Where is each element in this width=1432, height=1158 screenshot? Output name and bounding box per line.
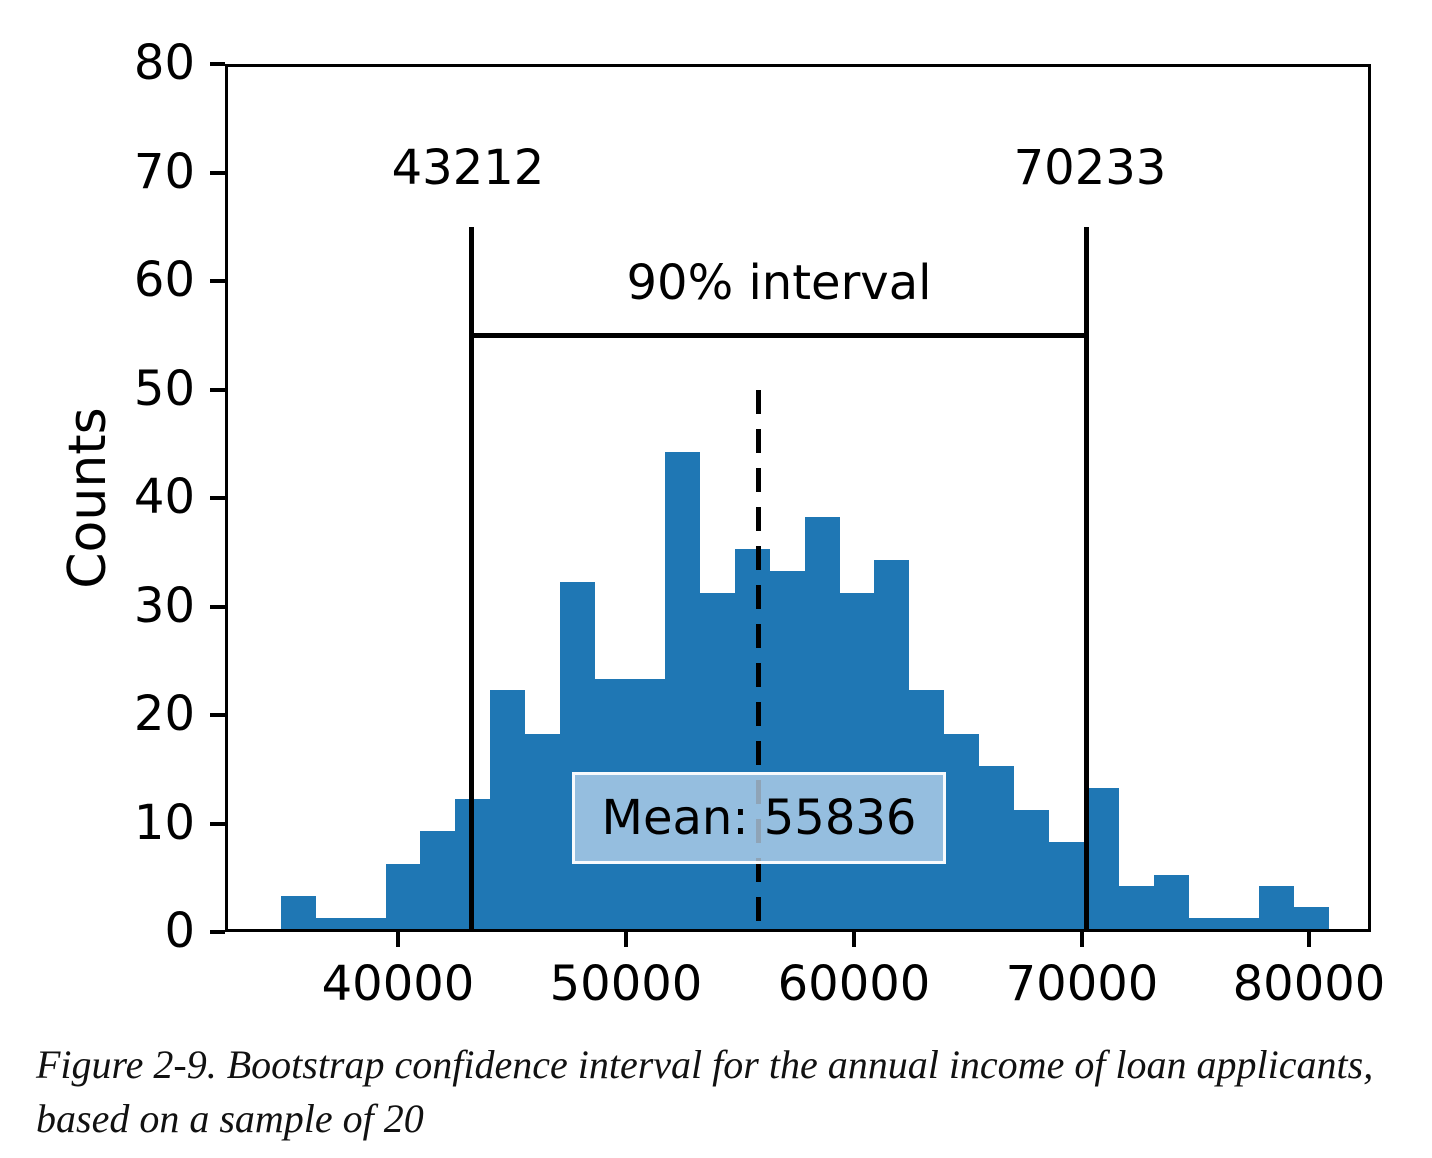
histogram-bar bbox=[1084, 788, 1119, 929]
y-tick-label: 20 bbox=[133, 686, 195, 742]
y-tick-mark bbox=[210, 822, 225, 826]
y-tick-label: 80 bbox=[133, 35, 195, 91]
histogram-bar bbox=[874, 560, 909, 929]
histogram-bar bbox=[490, 690, 525, 929]
mean-annotation-box: Mean: 55836 bbox=[572, 772, 946, 864]
histogram-bar bbox=[944, 734, 979, 929]
histogram-bar bbox=[455, 799, 490, 929]
x-tick-label: 70000 bbox=[1005, 956, 1159, 1012]
y-tick-label: 40 bbox=[133, 469, 195, 525]
histogram-bar bbox=[351, 918, 386, 929]
x-tick-label: 50000 bbox=[549, 956, 703, 1012]
x-tick-mark bbox=[396, 932, 400, 947]
x-tick-label: 80000 bbox=[1232, 956, 1386, 1012]
histogram-bar bbox=[735, 549, 770, 929]
histogram-bar bbox=[1189, 918, 1224, 929]
caption-line-2: based on a sample of 20 bbox=[36, 1096, 424, 1141]
y-tick-label: 70 bbox=[133, 144, 195, 200]
histogram-bar bbox=[770, 571, 805, 929]
ci-upper-value-label: 70233 bbox=[1013, 140, 1167, 196]
figure-caption: Figure 2-9. Bootstrap confidence interva… bbox=[36, 1038, 1416, 1146]
y-tick-mark bbox=[210, 171, 225, 175]
histogram-bar bbox=[1049, 842, 1084, 929]
histogram-bar bbox=[700, 593, 735, 929]
histogram-bar bbox=[1224, 918, 1259, 929]
x-tick-label: 40000 bbox=[321, 956, 475, 1012]
histogram-bar bbox=[1294, 907, 1329, 929]
histogram-bar bbox=[840, 593, 874, 929]
caption-line-1: Figure 2-9. Bootstrap confidence interva… bbox=[36, 1042, 1374, 1087]
histogram-bar bbox=[420, 831, 455, 929]
histogram-bar bbox=[525, 734, 560, 929]
histogram-bar bbox=[386, 864, 420, 929]
y-tick-label: 10 bbox=[133, 795, 195, 851]
y-tick-mark bbox=[210, 605, 225, 609]
histogram-bar bbox=[560, 582, 595, 929]
histogram-bar bbox=[281, 896, 316, 929]
x-tick-mark bbox=[1307, 932, 1311, 947]
x-tick-mark bbox=[1080, 932, 1084, 947]
y-tick-mark bbox=[210, 930, 225, 934]
ci-lower-value-label: 43212 bbox=[391, 140, 545, 196]
histogram-bar bbox=[1154, 875, 1189, 929]
histogram-bar bbox=[1119, 886, 1154, 929]
x-tick-mark bbox=[624, 932, 628, 947]
y-tick-mark bbox=[210, 62, 225, 66]
interval-label: 90% interval bbox=[626, 255, 932, 311]
histogram-bar bbox=[1259, 886, 1294, 929]
y-tick-label: 60 bbox=[133, 252, 195, 308]
y-tick-label: 30 bbox=[133, 578, 195, 634]
y-tick-label: 50 bbox=[133, 361, 195, 417]
mean-annotation-text: Mean: 55836 bbox=[601, 790, 917, 846]
histogram-bar bbox=[979, 766, 1014, 929]
y-tick-label: 0 bbox=[164, 903, 195, 959]
x-tick-mark bbox=[852, 932, 856, 947]
y-tick-mark bbox=[210, 279, 225, 283]
y-tick-mark bbox=[210, 388, 225, 392]
histogram-bar bbox=[805, 517, 840, 929]
histogram-bar bbox=[316, 918, 351, 929]
y-tick-mark bbox=[210, 496, 225, 500]
x-tick-label: 60000 bbox=[777, 956, 931, 1012]
histogram-bar bbox=[1014, 810, 1049, 929]
y-tick-mark bbox=[210, 713, 225, 717]
